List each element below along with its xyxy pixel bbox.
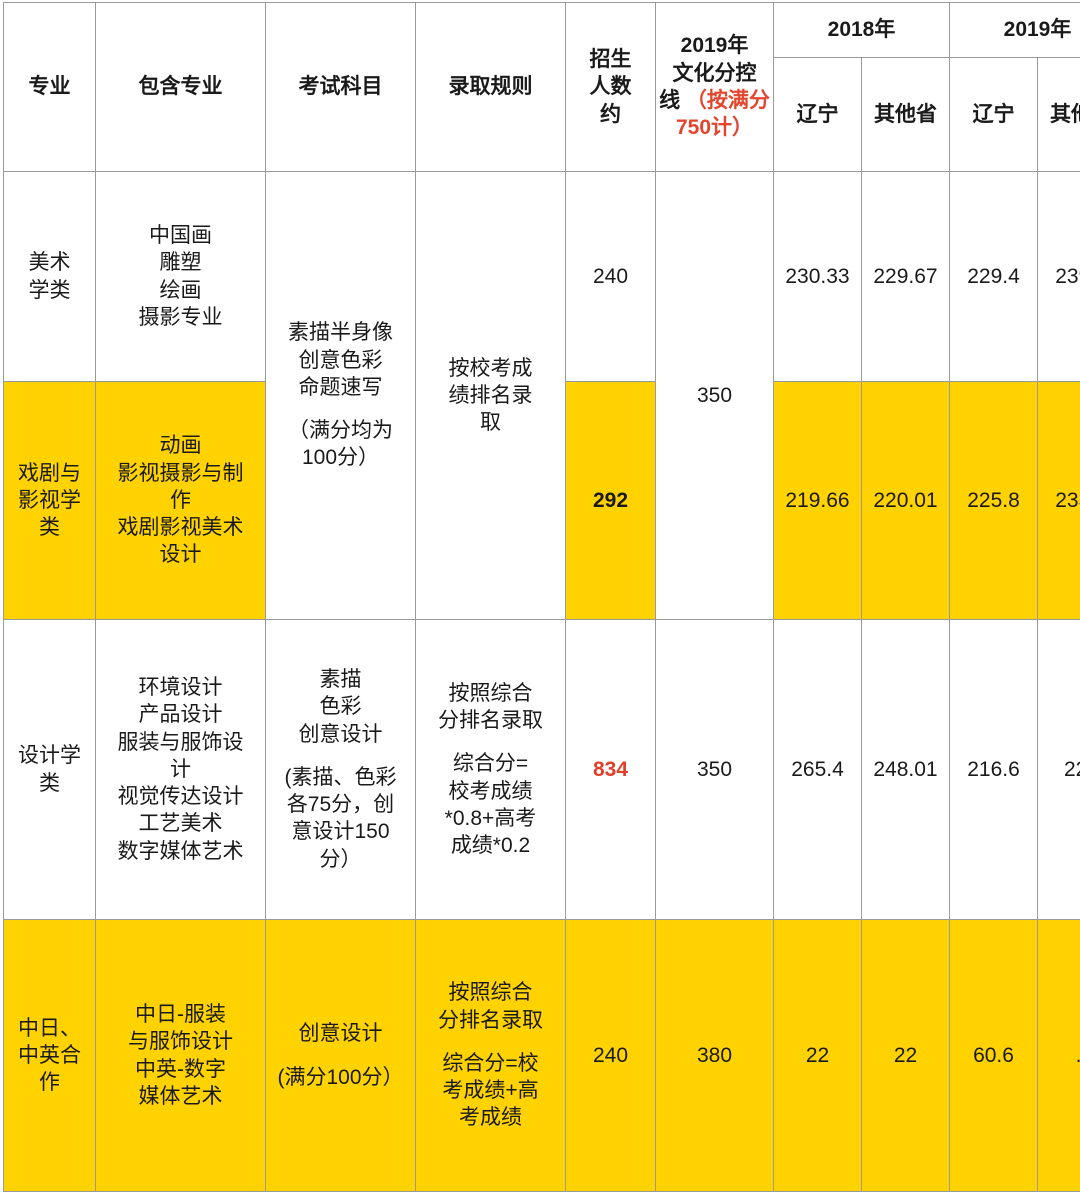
cell-control-line: 380 [655,919,774,1192]
header-major-category: 专业 [3,2,96,172]
spacer [269,1048,412,1064]
cell-admission-rule: 按校考成 绩排名录 取 [415,171,566,620]
cell-included-majors: 中国画 雕塑 绘画 摄影专业 [95,171,266,382]
cell-exam-subjects: 素描半身像 创意色彩 命题速写 （满分均为 100分） [265,171,416,620]
exam-subjects-note: （满分均为 100分） [288,419,393,470]
spacer [269,748,412,764]
exam-subjects-text: 素描 色彩 创意设计 [298,667,383,746]
cell-2019-liaoning: 225.8 [949,381,1038,620]
spacer [419,1034,562,1050]
cell-enrollment: 292 [565,381,656,620]
cell-major: 设计学 类 [3,619,96,920]
cell-2018-other: 248.01 [861,619,950,920]
exam-subjects-note: (满分100分） [277,1065,404,1089]
admission-rule-note: 综合分= 校考成绩 *0.8+高考 成绩*0.2 [444,752,537,858]
cell-2019-other: .. [1037,919,1080,1192]
header-exam-subjects: 考试科目 [265,2,416,172]
header-year-2019: 2019年 [949,2,1080,58]
table-row: 中日、 中英合 作 中日-服装 与服饰设计 中英-数字 媒体艺术 创意设计 (满… [3,919,1080,1192]
spacer [419,734,562,750]
header-enrollment-count: 招生 人数 约 [565,2,656,172]
cell-enrollment: 240 [565,171,656,382]
header-control-line-note: （按满分 750计） [675,89,770,140]
cell-2019-other: 239.2 [1037,171,1080,382]
admission-rule-text: 按照综合 分排名录取 [438,981,543,1032]
cell-2018-other: 22 [861,919,950,1192]
admission-score-table: 专业 包含专业 考试科目 录取规则 招生 人数 约 2019年 文化分控 线 （… [3,2,1080,1192]
cell-exam-subjects: 素描 色彩 创意设计 (素描、色彩 各75分，创 意设计150 分） [265,619,416,920]
cell-control-line: 350 [655,619,774,920]
cell-included-majors: 环境设计 产品设计 服装与服饰设 计 视觉传达设计 工艺美术 数字媒体艺术 [95,619,266,920]
header-year-2018: 2018年 [773,2,950,58]
cell-2018-liaoning: 219.66 [773,381,862,620]
cell-admission-rule: 按照综合 分排名录取 综合分= 校考成绩 *0.8+高考 成绩*0.2 [415,619,566,920]
header-control-line-title: 2019年 文化分控 线 [659,34,757,112]
header-2019-other: 其他省 [1037,57,1080,172]
header-row-sub: 辽宁 其他省 辽宁 其他省 [4,57,1080,172]
cell-included-majors: 中日-服装 与服饰设计 中英-数字 媒体艺术 [95,919,266,1192]
cell-major: 戏剧与 影视学 类 [3,381,96,620]
cell-exam-subjects: 创意设计 (满分100分） [265,919,416,1192]
exam-subjects-note: (素描、色彩 各75分，创 意设计150 分） [284,765,397,871]
spacer [269,401,412,417]
cell-enrollment: 240 [565,919,656,1192]
cell-2019-other: 225 [1037,619,1080,920]
header-2019-liaoning: 辽宁 [949,57,1038,172]
cell-included-majors: 动画 影视摄影与制 作 戏剧影视美术 设计 [95,381,266,620]
cell-2018-liaoning: 265.4 [773,619,862,920]
cell-2018-liaoning: 22 [773,919,862,1192]
cell-2019-liaoning: 229.4 [949,171,1038,382]
cell-2019-liaoning: 60.6 [949,919,1038,1192]
cell-control-line: 350 [655,171,774,620]
cell-2018-other: 220.01 [861,381,950,620]
table-row: 戏剧与 影视学 类 动画 影视摄影与制 作 戏剧影视美术 设计 292 219.… [3,381,1080,620]
header-2018-liaoning: 辽宁 [773,57,862,172]
header-admission-rule: 录取规则 [415,2,566,172]
exam-subjects-text: 素描半身像 创意色彩 命题速写 [288,321,393,399]
table-row: 设计学 类 环境设计 产品设计 服装与服饰设 计 视觉传达设计 工艺美术 数字媒… [3,619,1080,920]
cell-enrollment: 834 [565,619,656,920]
admission-rule-note: 综合分=校 考成绩+高 考成绩 [442,1051,539,1130]
cell-admission-rule: 按照综合 分排名录取 综合分=校 考成绩+高 考成绩 [415,919,566,1192]
cell-2019-liaoning: 216.6 [949,619,1038,920]
header-included-majors: 包含专业 [95,2,266,172]
header-2018-other: 其他省 [861,57,950,172]
header-control-line: 2019年 文化分控 线 （按满分 750计） [655,2,774,172]
header-row-top: 专业 包含专业 考试科目 录取规则 招生 人数 约 2019年 文化分控 线 （… [3,2,1080,172]
cell-2019-other: 233.2 [1037,381,1080,620]
admission-rule-text: 按照综合 分排名录取 [438,681,543,732]
table-row: 美术 学类 中国画 雕塑 绘画 摄影专业 素描半身像 创意色彩 命题速写 （满分… [3,171,1080,620]
cell-major: 中日、 中英合 作 [3,919,96,1192]
exam-subjects-text: 创意设计 [298,1022,383,1046]
cell-2018-other: 229.67 [861,171,950,382]
admission-rule-text: 按校考成 绩排名录 取 [448,356,533,435]
cell-2018-liaoning: 230.33 [773,171,862,382]
cell-major: 美术 学类 [3,171,96,382]
